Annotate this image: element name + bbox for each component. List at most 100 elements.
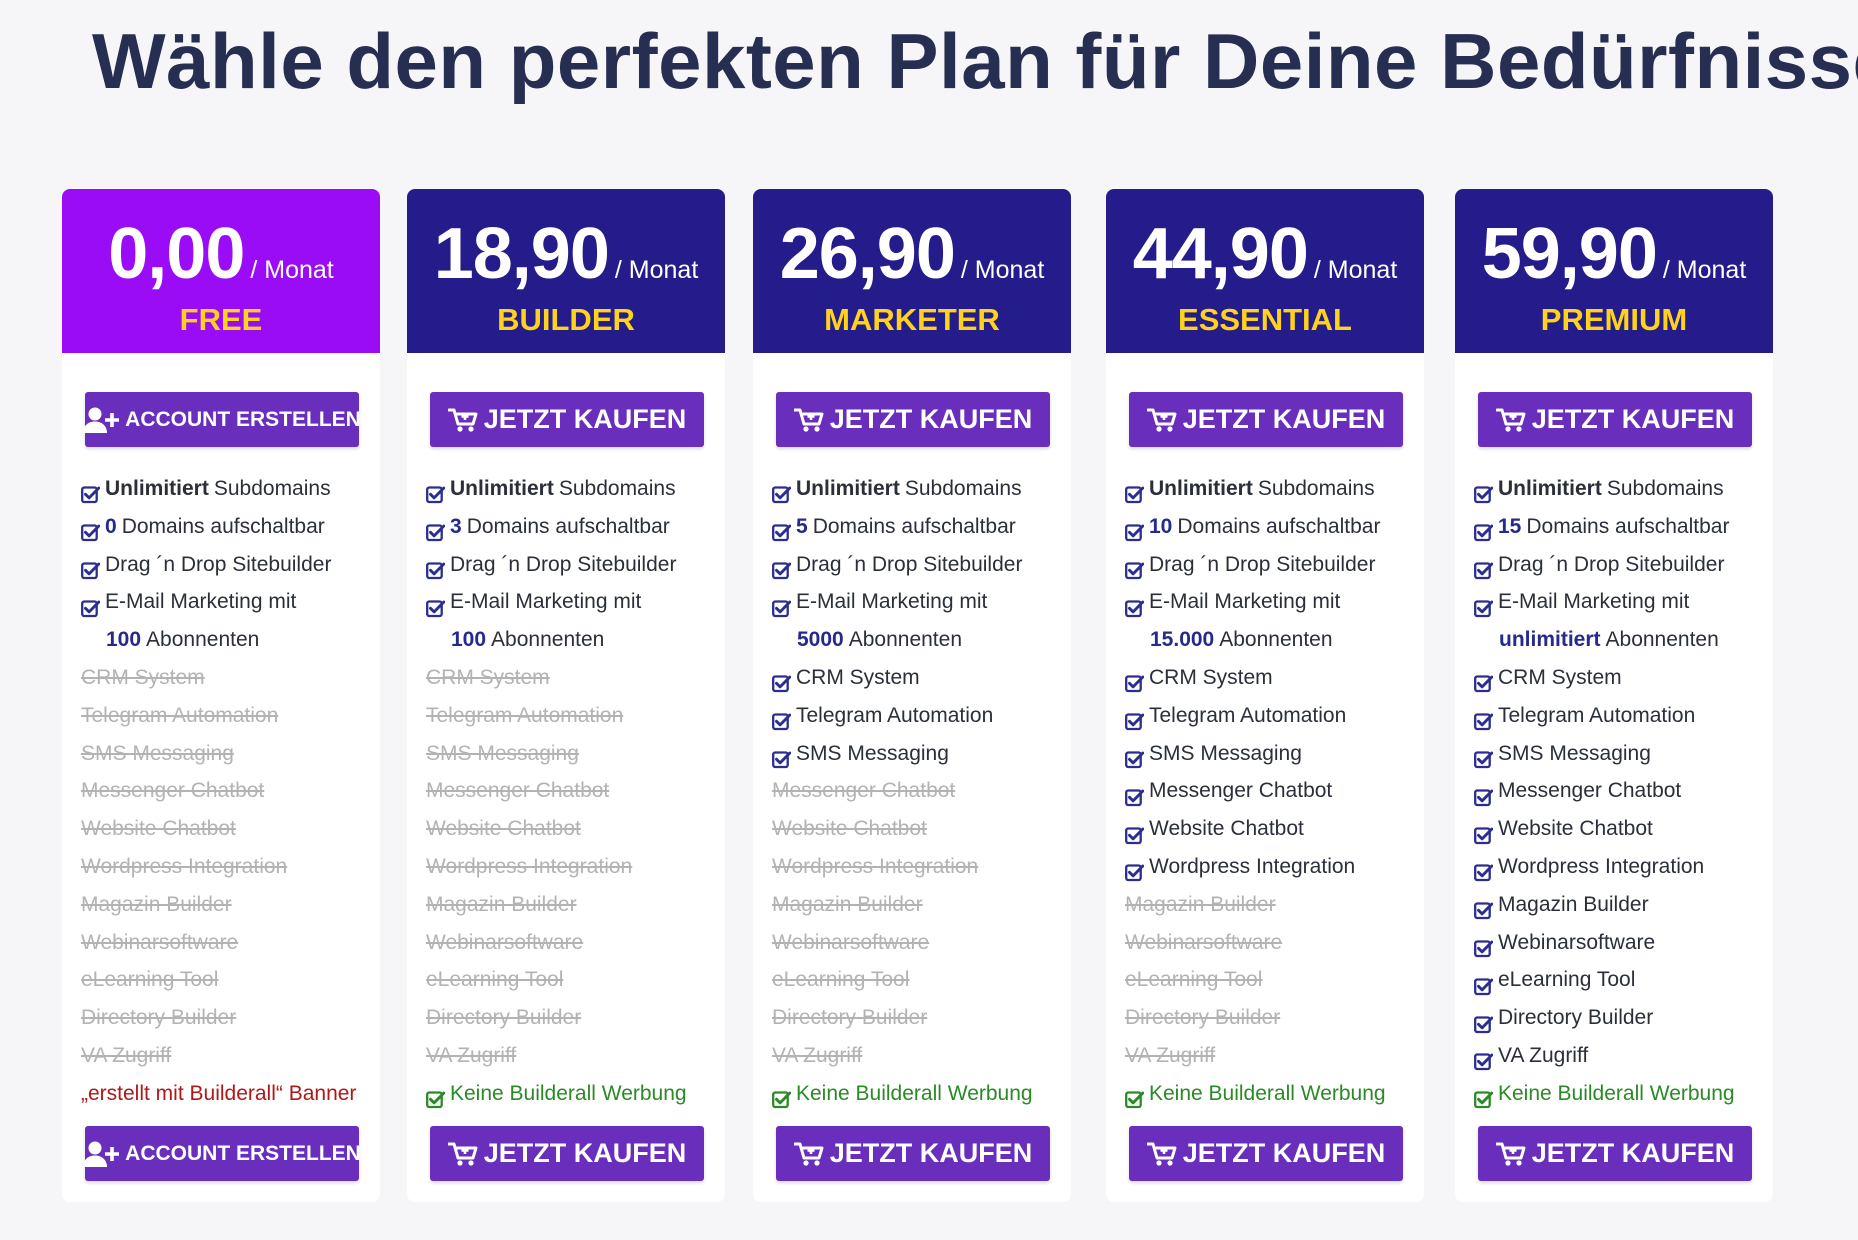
feature-item: VA Zugriff — [426, 1037, 719, 1075]
feature-item: Messenger Chatbot — [772, 772, 1065, 810]
feature-text: Messenger Chatbot — [1149, 779, 1333, 803]
feature-value: unlimitiert — [1499, 628, 1601, 652]
feature-text: E-Mail Marketing mit — [796, 590, 988, 614]
create-account-button-bottom[interactable]: ACCOUNT ERSTELLEN — [83, 1126, 361, 1181]
checkbox-check-icon — [1125, 1084, 1145, 1109]
checkbox-check-icon — [1125, 668, 1145, 693]
feature-text: Abonnenten — [491, 628, 605, 652]
feature-list: Unlimitiert Subdomains 10 Domains aufschalt… — [1125, 470, 1418, 1113]
feature-item: Directory Builder — [1125, 999, 1418, 1037]
plan-header: 59,90/ Monat PREMIUM — [1455, 189, 1773, 353]
feature-item: Directory Builder — [426, 999, 719, 1037]
cart-icon — [447, 1141, 484, 1167]
feature-text: SMS Messaging — [796, 741, 949, 765]
checkbox-check-icon — [1125, 479, 1145, 504]
buy-now-button-bottom[interactable]: JETZT KAUFEN — [1129, 1126, 1403, 1181]
price-row: 44,90/ Monat — [1106, 213, 1424, 295]
feature-item: Webinarsoftware — [81, 924, 374, 962]
feature-item: Messenger Chatbot — [1125, 772, 1418, 810]
buy-now-button-bottom[interactable]: JETZT KAUFEN — [430, 1126, 704, 1181]
feature-item: Unlimitiert Subdomains — [772, 470, 1065, 508]
checkbox-check-icon — [1474, 782, 1494, 806]
feature-value: Unlimitiert — [796, 477, 900, 500]
feature-value: 10 — [1149, 514, 1173, 538]
checkbox-check-icon — [1474, 820, 1494, 844]
feature-text: Domains aufschaltbar — [812, 514, 1016, 538]
feature-item: Website Chatbot — [1474, 810, 1767, 848]
button-label: JETZT KAUFEN — [1182, 404, 1386, 434]
buy-now-button-bottom[interactable]: JETZT KAUFEN — [776, 1126, 1050, 1181]
feature-item: E-Mail Marketing mit — [426, 583, 719, 621]
feature-item: Telegram Automation — [426, 697, 719, 735]
buy-now-button-top[interactable]: JETZT KAUFEN — [776, 392, 1050, 447]
feature-item: Unlimitiert Subdomains — [1125, 470, 1418, 508]
feature-item: eLearning Tool — [1474, 961, 1767, 999]
buy-now-button-bottom[interactable]: JETZT KAUFEN — [1478, 1126, 1752, 1181]
checkbox-check-icon — [1474, 593, 1494, 617]
feature-item: Magazin Builder — [772, 886, 1065, 924]
plan-price: 59,90 — [1481, 214, 1658, 294]
feature-item: 15.000 Abonnenten — [1125, 621, 1418, 659]
feature-list: Unlimitiert Subdomains 3 Domains aufschaltb… — [426, 470, 719, 1113]
feature-text: VA Zugriff — [81, 1043, 172, 1067]
checkbox-check-icon — [1125, 517, 1145, 542]
feature-item: 15 Domains aufschaltbar — [1474, 508, 1767, 546]
feature-text: VA Zugriff — [1498, 1043, 1589, 1067]
feature-item: 5 Domains aufschaltbar — [772, 508, 1065, 546]
feature-item: Drag ´n Drop Sitebuilder — [81, 546, 374, 584]
feature-item: Keine Builderall Werbung — [772, 1075, 1065, 1113]
feature-text: Telegram Automation — [426, 703, 624, 727]
feature-item: CRM System — [426, 659, 719, 697]
checkbox-check-icon — [81, 479, 101, 504]
checkbox-check-icon — [1474, 706, 1494, 731]
feature-value: Unlimitiert — [1149, 477, 1253, 500]
feature-item: Wordpress Integration — [772, 848, 1065, 886]
feature-text: Wordpress Integration — [1498, 854, 1705, 878]
plan-price: 44,90 — [1132, 214, 1309, 294]
feature-item: E-Mail Marketing mit — [1125, 583, 1418, 621]
button-label: JETZT KAUFEN — [1531, 1138, 1735, 1168]
feature-item: Website Chatbot — [1125, 810, 1418, 848]
plan-name: FREE — [179, 302, 263, 337]
feature-text: Directory Builder — [81, 1006, 237, 1030]
feature-item: SMS Messaging — [81, 735, 374, 773]
checkbox-check-icon — [1474, 895, 1494, 920]
feature-item: Telegram Automation — [1474, 697, 1767, 735]
feature-item: unlimitiert Abonnenten — [1474, 621, 1767, 659]
feature-text: Wordpress Integration — [426, 854, 633, 878]
feature-item: E-Mail Marketing mit — [1474, 583, 1767, 621]
feature-text: Domains aufschaltbar — [121, 514, 325, 538]
plan-price: 0,00 — [108, 214, 245, 294]
checkbox-check-icon — [1474, 971, 1494, 995]
feature-text: Domains aufschaltbar — [1526, 514, 1730, 538]
checkbox-check-icon — [1125, 593, 1145, 617]
checkbox-check-icon — [81, 555, 101, 580]
feature-item: E-Mail Marketing mit — [772, 583, 1065, 621]
feature-text: Subdomains — [213, 477, 331, 500]
feature-item: Drag ´n Drop Sitebuilder — [772, 546, 1065, 584]
feature-text: Magazin Builder — [426, 892, 577, 916]
feature-text: Directory Builder — [426, 1006, 582, 1030]
buy-now-button-top[interactable]: JETZT KAUFEN — [1129, 392, 1403, 447]
feature-item: VA Zugriff — [772, 1037, 1065, 1075]
plan-header: 26,90/ Monat MARKETER — [753, 189, 1071, 353]
price-period: / Monat — [614, 256, 699, 284]
plan-card-marketer: 26,90/ Monat MARKETER JETZT KAUFEN Unlimiti… — [753, 189, 1071, 1202]
buy-now-button-top[interactable]: JETZT KAUFEN — [430, 392, 704, 447]
checkbox-check-icon — [772, 517, 792, 542]
feature-item: SMS Messaging — [1474, 735, 1767, 773]
create-account-button-top[interactable]: ACCOUNT ERSTELLEN — [83, 392, 361, 447]
cart-icon — [1146, 407, 1183, 433]
feature-item: Wordpress Integration — [1125, 848, 1418, 886]
feature-text: Domains aufschaltbar — [466, 514, 670, 538]
button-label: JETZT KAUFEN — [829, 1138, 1033, 1168]
feature-item: CRM System — [772, 659, 1065, 697]
checkbox-check-icon — [1474, 479, 1494, 504]
feature-item: CRM System — [81, 659, 374, 697]
checkbox-check-icon — [1125, 706, 1145, 731]
buy-now-button-top[interactable]: JETZT KAUFEN — [1478, 392, 1752, 447]
feature-text: Webinarsoftware — [426, 930, 584, 954]
checkbox-check-icon — [772, 593, 792, 617]
checkbox-check-icon — [426, 1084, 446, 1109]
feature-value: 100 — [106, 628, 142, 652]
